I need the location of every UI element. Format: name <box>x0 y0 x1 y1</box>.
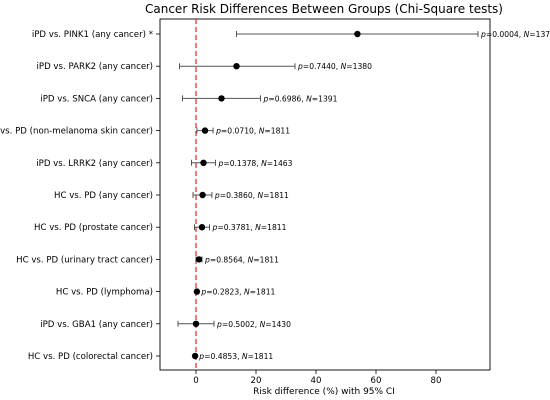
chart-title: Cancer Risk Differences Between Groups (… <box>145 2 503 16</box>
p-value-annotation: p=0.6986, N=1391 <box>263 94 338 103</box>
estimate-point <box>195 256 203 263</box>
n-value: =1463 <box>267 159 293 168</box>
p-value: =0.4853 <box>204 352 237 361</box>
y-tick-label: HC vs. PD (prostate cancer) <box>34 223 153 233</box>
p-value: =0.3781 <box>217 223 250 232</box>
p-value-annotation: p=0.0004, N=1371 <box>480 30 550 39</box>
n-value: =1811 <box>248 352 274 361</box>
separator: , <box>250 223 255 232</box>
n-value: =1371 <box>529 30 550 39</box>
p-value: =0.6986 <box>268 94 301 103</box>
p-symbol: p <box>200 288 206 297</box>
n-value: =1391 <box>312 94 338 103</box>
x-tick-label: 0 <box>193 376 198 386</box>
estimate-point <box>191 352 199 360</box>
p-value-annotation: p=0.3860, N=1811 <box>214 191 289 200</box>
separator: , <box>255 320 260 329</box>
y-tick-label: iPD vs. LRRK2 (any cancer) <box>36 159 153 169</box>
estimate-point <box>200 159 207 166</box>
p-symbol: p <box>216 320 222 329</box>
p-value-annotation: p=0.2823, N=1811 <box>200 288 275 297</box>
separator: , <box>243 255 248 264</box>
p-symbol: p <box>263 94 269 103</box>
x-tick-label: 40 <box>311 376 322 386</box>
p-value-annotation: p=0.5002, N=1430 <box>216 320 291 329</box>
separator: , <box>336 62 341 71</box>
n-symbol: N <box>255 223 261 232</box>
p-symbol: p <box>204 255 210 264</box>
n-symbol: N <box>244 288 250 297</box>
y-tick-label: HC vs. PD (non-melanoma skin cancer) <box>0 127 153 137</box>
p-value: =0.8564 <box>210 255 243 264</box>
n-value: =1811 <box>263 191 289 200</box>
p-symbol: p <box>218 159 224 168</box>
n-symbol: N <box>524 30 530 39</box>
y-tick-label: iPD vs. SNCA (any cancer) <box>40 94 153 104</box>
x-tick-label: 60 <box>371 376 382 386</box>
estimate-point <box>354 30 361 38</box>
separator: , <box>253 191 258 200</box>
n-symbol: N <box>306 94 312 103</box>
n-symbol: N <box>259 127 265 136</box>
p-symbol: p <box>214 191 220 200</box>
n-value: =1380 <box>346 62 372 71</box>
p-value: =0.2823 <box>206 288 239 297</box>
separator: , <box>519 30 524 39</box>
separator: , <box>254 127 259 136</box>
estimate-point <box>201 127 209 134</box>
p-value-annotation: p=0.7440, N=1380 <box>297 62 372 71</box>
estimate-point <box>192 320 200 327</box>
p-value: =0.5002 <box>222 320 255 329</box>
y-tick-label: HC vs. PD (any cancer) <box>54 191 153 201</box>
p-symbol: p <box>212 223 218 232</box>
p-value-annotation: p=0.4853, N=1811 <box>198 352 273 361</box>
n-symbol: N <box>260 320 266 329</box>
separator: , <box>239 288 244 297</box>
n-value: =1430 <box>265 320 291 329</box>
y-tick-label: iPD vs. PINK1 (any cancer) * <box>32 30 154 40</box>
p-value: =0.7440 <box>303 62 336 71</box>
y-tick-label: iPD vs. PARK2 (any cancer) <box>37 62 153 72</box>
estimate-point <box>218 95 225 102</box>
p-value-annotation: p=0.0710, N=1811 <box>215 127 290 136</box>
y-tick-label: HC vs. PD (lymphoma) <box>56 288 153 298</box>
p-value-annotation: p=0.3781, N=1811 <box>212 223 287 232</box>
n-symbol: N <box>341 62 347 71</box>
n-symbol: N <box>261 159 267 168</box>
p-value: =0.3860 <box>220 191 253 200</box>
y-tick-label: HC vs. PD (colorectal cancer) <box>28 352 153 362</box>
x-tick-label: 80 <box>431 376 442 386</box>
p-value-annotation: p=0.1378, N=1463 <box>218 159 293 168</box>
x-tick-label: 20 <box>251 376 262 386</box>
estimate-point <box>193 288 201 295</box>
estimate-point <box>199 191 206 199</box>
separator: , <box>256 159 261 168</box>
n-symbol: N <box>242 352 248 361</box>
n-value: =1811 <box>250 288 276 297</box>
estimate-point <box>198 224 206 231</box>
n-symbol: N <box>248 255 254 264</box>
p-symbol: p <box>215 127 221 136</box>
p-value: =0.0710 <box>221 127 254 136</box>
n-value: =1811 <box>261 223 287 232</box>
plot-frame <box>159 18 491 371</box>
estimate-point <box>233 62 240 70</box>
p-value: =0.0004 <box>486 30 519 39</box>
n-symbol: N <box>257 191 263 200</box>
n-value: =1811 <box>264 127 290 136</box>
x-axis-label: Risk difference (%) with 95% CI <box>253 387 395 397</box>
p-value-annotation: p=0.8564, N=1811 <box>204 255 279 264</box>
y-tick-label: iPD vs. GBA1 (any cancer) <box>40 320 153 330</box>
p-value: =0.1378 <box>223 159 256 168</box>
separator: , <box>301 94 306 103</box>
y-tick-label: HC vs. PD (urinary tract cancer) <box>16 255 153 265</box>
n-value: =1811 <box>253 255 279 264</box>
p-symbol: p <box>297 62 303 71</box>
separator: , <box>237 352 242 361</box>
p-symbol: p <box>198 352 204 361</box>
p-symbol: p <box>480 30 486 39</box>
